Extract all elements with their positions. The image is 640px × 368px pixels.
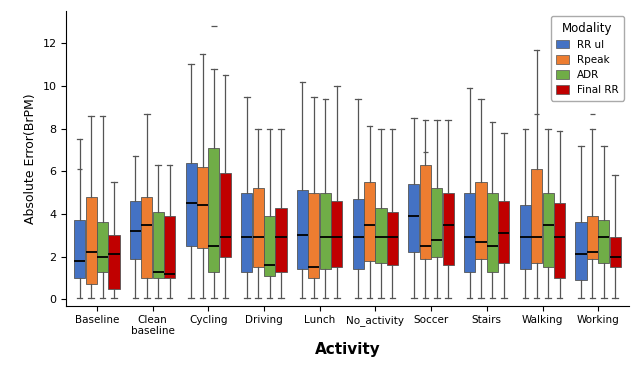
Legend: RR ul, Rpeak, ADR, Final RR: RR ul, Rpeak, ADR, Final RR — [551, 16, 624, 100]
PathPatch shape — [575, 222, 586, 280]
PathPatch shape — [164, 216, 175, 278]
PathPatch shape — [130, 201, 141, 259]
PathPatch shape — [141, 197, 152, 278]
PathPatch shape — [387, 212, 398, 265]
PathPatch shape — [364, 182, 375, 261]
PathPatch shape — [86, 197, 97, 284]
PathPatch shape — [520, 205, 531, 269]
Y-axis label: Absolute Error(BrPM): Absolute Error(BrPM) — [24, 93, 37, 224]
PathPatch shape — [253, 188, 264, 267]
PathPatch shape — [499, 201, 509, 263]
PathPatch shape — [443, 192, 454, 265]
PathPatch shape — [431, 188, 442, 256]
PathPatch shape — [241, 192, 252, 272]
PathPatch shape — [220, 173, 231, 256]
PathPatch shape — [543, 192, 554, 267]
PathPatch shape — [554, 203, 565, 278]
PathPatch shape — [209, 148, 220, 272]
PathPatch shape — [408, 184, 419, 252]
PathPatch shape — [376, 208, 387, 263]
PathPatch shape — [610, 237, 621, 267]
PathPatch shape — [153, 212, 164, 278]
PathPatch shape — [587, 216, 598, 259]
PathPatch shape — [531, 169, 542, 263]
PathPatch shape — [464, 192, 475, 272]
PathPatch shape — [353, 199, 364, 269]
PathPatch shape — [275, 208, 287, 272]
PathPatch shape — [97, 222, 108, 272]
PathPatch shape — [297, 190, 308, 269]
PathPatch shape — [264, 216, 275, 276]
PathPatch shape — [476, 182, 486, 259]
PathPatch shape — [487, 192, 498, 272]
PathPatch shape — [197, 167, 208, 248]
PathPatch shape — [308, 192, 319, 278]
PathPatch shape — [420, 165, 431, 259]
PathPatch shape — [320, 192, 331, 269]
PathPatch shape — [331, 201, 342, 267]
PathPatch shape — [108, 235, 120, 289]
X-axis label: Activity: Activity — [315, 342, 380, 357]
PathPatch shape — [598, 220, 609, 263]
PathPatch shape — [74, 220, 85, 278]
PathPatch shape — [186, 163, 196, 246]
